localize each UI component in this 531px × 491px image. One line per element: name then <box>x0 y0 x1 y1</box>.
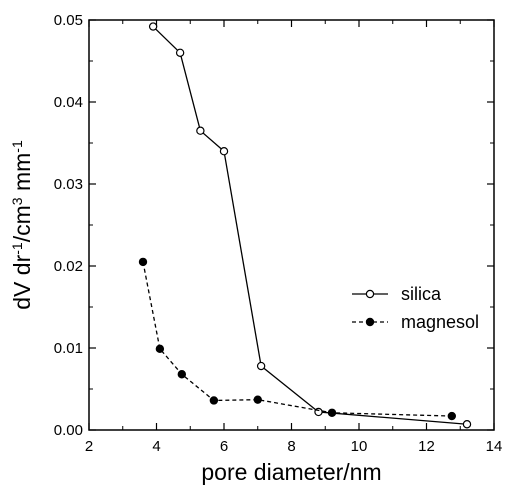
y-tick-label: 0.04 <box>54 94 83 111</box>
data-point-magnesol <box>138 257 148 267</box>
x-tick-label: 4 <box>152 438 160 455</box>
y-tick-label: 0.02 <box>54 258 83 275</box>
data-point-silica <box>175 48 185 58</box>
axes <box>88 19 495 431</box>
data-point-silica <box>462 420 472 429</box>
x-tick-label: 2 <box>85 438 93 455</box>
y-tick-label: 0.05 <box>54 12 83 29</box>
y-title-superscript: -1 <box>9 242 25 255</box>
data-point-magnesol <box>327 408 337 417</box>
y-title-part: /cm <box>9 205 35 242</box>
legend-label-magnesol: magnesol <box>401 312 479 332</box>
series-silica <box>148 22 472 429</box>
plot-frame <box>88 19 495 431</box>
data-point-silica <box>196 126 205 135</box>
y-tick-label: 0.00 <box>54 422 83 439</box>
series-magnesol <box>138 257 457 421</box>
y-axis-title: dV dr-1/cm3 mm-1 <box>9 140 35 310</box>
x-tick-label: 12 <box>418 438 435 455</box>
x-tick-label: 6 <box>220 438 228 455</box>
x-axis-title: pore diameter/nm <box>201 459 381 485</box>
data-point-silica <box>219 146 229 156</box>
y-title-part: dV dr <box>9 254 35 309</box>
x-tick-label: 14 <box>486 438 503 455</box>
data-point-silica <box>148 22 158 31</box>
series-line-silica <box>152 26 468 425</box>
ticks: 2 4 6 8 10 12 14 0.00 0.01 0.02 0.03 0.04 0.05 <box>54 12 503 455</box>
data-point-magnesol <box>447 411 457 421</box>
legend-marker-silica <box>365 289 375 299</box>
legend: silica magnesol <box>352 284 479 332</box>
y-title-superscript: 3 <box>9 197 25 205</box>
y-tick-label: 0.01 <box>54 340 83 357</box>
data-point-magnesol <box>155 344 165 354</box>
data-point-silica <box>256 361 266 371</box>
legend-label-silica: silica <box>401 284 442 304</box>
y-title-superscript: -1 <box>9 140 25 153</box>
x-tick-label: 10 <box>351 438 368 455</box>
y-tick-label: 0.03 <box>54 176 83 193</box>
data-point-magnesol <box>209 396 219 405</box>
y-title-part: mm <box>9 153 35 198</box>
legend-marker-magnesol <box>365 317 375 327</box>
x-tick-label: 8 <box>287 438 295 455</box>
data-point-magnesol <box>177 370 187 379</box>
data-point-magnesol <box>253 395 262 404</box>
series-layer <box>138 22 472 429</box>
